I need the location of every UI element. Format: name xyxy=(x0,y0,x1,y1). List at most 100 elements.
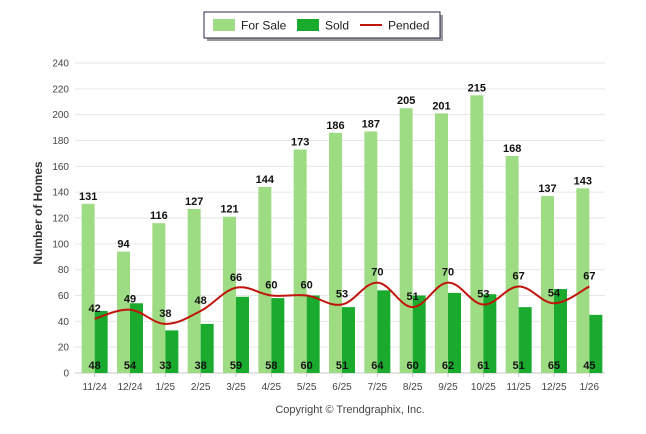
pended-value-label: 48 xyxy=(195,295,207,307)
pended-value-label: 67 xyxy=(513,270,525,282)
sold-value-label: 54 xyxy=(124,360,137,372)
sold-bar xyxy=(271,298,285,373)
pended-value-label: 49 xyxy=(124,294,136,306)
for-sale-value-label: 168 xyxy=(503,143,521,155)
x-tick-label: 4/25 xyxy=(262,382,282,393)
sold-value-label: 60 xyxy=(301,360,313,372)
for-sale-bar xyxy=(223,216,236,373)
y-tick-label: 0 xyxy=(63,369,69,380)
sold-value-label: 33 xyxy=(159,360,171,372)
x-tick-label: 6/25 xyxy=(332,382,352,393)
sold-value-label: 60 xyxy=(407,360,419,372)
for-sale-value-label: 215 xyxy=(468,82,486,94)
pended-value-label: 70 xyxy=(371,267,383,279)
pended-value-label: 42 xyxy=(89,303,101,315)
x-tick-label: 10/25 xyxy=(471,382,496,393)
sold-bar xyxy=(518,307,532,373)
data-labels: 131 48 94 54 116 33 127 38 121 59 144 58 173 60 186 51 1… xyxy=(79,82,595,372)
sold-value-label: 38 xyxy=(195,360,207,372)
for-sale-value-label: 201 xyxy=(432,100,450,112)
legend-swatch xyxy=(213,19,235,31)
pended-line xyxy=(94,281,590,325)
sold-bar xyxy=(377,290,391,373)
sold-value-label: 45 xyxy=(583,360,595,372)
pended-value-label: 53 xyxy=(477,289,489,301)
sold-bar xyxy=(236,296,249,373)
for-sale-bar xyxy=(399,108,413,373)
for-sale-bar xyxy=(187,208,201,373)
for-sale-value-label: 94 xyxy=(117,239,130,251)
pended-value-label: 53 xyxy=(336,289,348,301)
y-axis-ticks: 0 20 40 60 80 100 120 140 160 180 200 220 240 xyxy=(52,59,69,380)
for-sale-bar xyxy=(293,149,307,373)
y-tick-label: 160 xyxy=(52,162,69,173)
legend-label: Sold xyxy=(325,19,349,33)
x-tick-label: 8/25 xyxy=(403,382,423,393)
x-tick-label: 1/25 xyxy=(156,382,176,393)
legend-label: Pended xyxy=(388,19,429,33)
x-tick-label: 1/26 xyxy=(580,382,600,393)
pended-value-label: 51 xyxy=(407,291,419,303)
x-tick-label: 9/25 xyxy=(438,382,458,393)
for-sale-value-label: 143 xyxy=(574,175,592,187)
sold-bar xyxy=(554,289,567,373)
legend-swatch xyxy=(297,19,319,31)
for-sale-bar xyxy=(364,131,378,373)
sold-value-label: 51 xyxy=(513,360,525,372)
sold-bar xyxy=(412,295,426,373)
for-sale-value-label: 116 xyxy=(150,210,168,222)
pended-value-label: 66 xyxy=(230,272,242,284)
for-sale-bar xyxy=(81,203,95,373)
for-sale-value-label: 137 xyxy=(538,183,556,195)
for-sale-value-label: 205 xyxy=(397,95,415,107)
sold-value-label: 62 xyxy=(442,360,454,372)
pended-value-label: 38 xyxy=(159,308,171,320)
legend-label: For Sale xyxy=(241,19,287,33)
y-tick-label: 120 xyxy=(52,214,69,225)
for-sale-value-label: 144 xyxy=(256,174,275,186)
y-tick-label: 80 xyxy=(58,265,70,276)
x-tick-label: 3/25 xyxy=(226,382,246,393)
y-tick-label: 60 xyxy=(58,291,70,302)
pended-value-label: 67 xyxy=(583,270,595,282)
x-tick-label: 5/25 xyxy=(297,382,317,393)
pended-value-label: 54 xyxy=(548,287,561,299)
for-sale-value-label: 131 xyxy=(79,191,97,203)
for-sale-bar xyxy=(576,188,590,373)
x-tick-label: 7/25 xyxy=(368,382,388,393)
for-sale-bar xyxy=(470,95,484,374)
y-tick-label: 220 xyxy=(52,84,69,95)
sold-bar xyxy=(483,294,497,373)
x-tick-label: 12/24 xyxy=(117,382,142,393)
legend-box xyxy=(203,11,441,39)
sold-value-label: 65 xyxy=(548,360,560,372)
y-tick-label: 200 xyxy=(52,110,69,121)
for-sale-bar xyxy=(152,223,166,373)
legend-items: For Sale Sold Pended xyxy=(213,19,429,33)
sold-bar xyxy=(589,314,603,373)
for-sale-value-label: 127 xyxy=(185,196,203,208)
pended-value-label: 60 xyxy=(265,280,277,292)
y-tick-label: 40 xyxy=(58,317,70,328)
pended-value-label: 70 xyxy=(442,267,454,279)
y-tick-label: 100 xyxy=(52,239,69,250)
for-sale-value-label: 187 xyxy=(362,118,380,130)
y-axis-title: Number of Homes xyxy=(31,161,45,265)
x-tick-label: 11/25 xyxy=(507,382,532,393)
y-tick-label: 20 xyxy=(58,343,70,354)
bars xyxy=(81,95,603,374)
for-sale-bar xyxy=(117,251,130,373)
for-sale-value-label: 173 xyxy=(291,137,309,149)
sold-bar xyxy=(200,323,214,373)
y-tick-label: 240 xyxy=(52,59,69,70)
for-sale-bar xyxy=(541,196,554,373)
y-tick-label: 180 xyxy=(52,136,69,147)
for-sale-bar xyxy=(329,132,342,373)
sold-bar xyxy=(94,311,108,373)
sold-bar xyxy=(448,292,461,373)
sold-bar xyxy=(342,307,355,373)
for-sale-value-label: 121 xyxy=(220,204,238,216)
copyright-text: Copyright © Trendgraphix, Inc. xyxy=(275,404,424,416)
sold-value-label: 48 xyxy=(89,360,101,372)
